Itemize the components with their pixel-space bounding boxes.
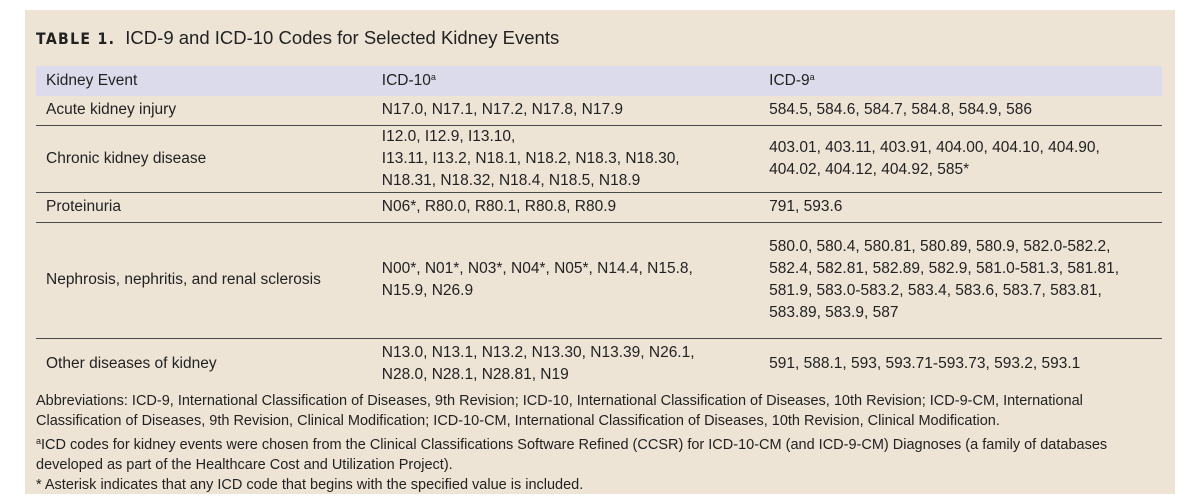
cell-line: N17.0, N17.1, N17.2, N17.8, N17.9: [381, 101, 624, 119]
table-cell: Chronic kidney disease: [36, 124, 372, 192]
table-cell: 791, 593.6: [759, 191, 1162, 222]
cell-line: Chronic kidney disease: [46, 149, 207, 167]
cell-line: 581.9, 583.0-583.2, 583.4, 583.6, 583.7,…: [769, 282, 1102, 299]
table-cell: N06*, R80.0, R80.1, R80.8, R80.9: [371, 191, 760, 222]
footnote-text: ICD codes for kidney events were chosen …: [36, 437, 1108, 473]
cell-line: 404.02, 404.12, 404.92, 585*: [769, 160, 970, 178]
header-cell: Kidney Event: [36, 66, 372, 96]
table-panel: TABLE 1. ICD-9 and ICD-10 Codes for Sele…: [25, 10, 1175, 494]
cell-line: N13.0, N13.1, N13.2, N13.30, N13.39, N26…: [381, 344, 695, 362]
cell-line: Acute kidney injury: [46, 101, 177, 119]
title-text: ICD-9 and ICD-10 Codes for Selected Kidn…: [125, 27, 560, 48]
table-cell: N17.0, N17.1, N17.2, N17.8, N17.9: [372, 96, 759, 125]
cell-line: 582.4, 582.81, 582.89, 582.9, 581.0-581.…: [769, 260, 1120, 277]
table-cell: Acute kidney injury: [36, 96, 372, 125]
cell-line: 583.89, 583.9, 587: [769, 304, 899, 321]
cell-line: I12.0, I12.9, I13.10,: [381, 127, 516, 145]
cell-line: N15.9, N26.9: [381, 282, 474, 299]
cell-line: Nephrosis, nephritis, and renal sclerosi…: [46, 271, 321, 288]
table-cell: Other diseases of kidney: [36, 337, 372, 390]
table-row: Chronic kidney disease I12.0, I12.9, I13.…: [36, 124, 1162, 192]
footnote-a: aICD codes for kidney events were chosen…: [36, 431, 1156, 475]
cell-line: Other diseases of kidney: [46, 355, 217, 373]
table-row: Proteinuria N06*, R80.0, R80.1, R80.8, R8…: [36, 191, 1162, 222]
table-cell: N00*, N01*, N03*, N04*, N05*, N14.4, N15…: [371, 221, 760, 338]
cell-line: N18.31, N18.32, N18.4, N18.5, N18.9: [381, 171, 641, 189]
cell-line: 403.01, 403.11, 403.91, 404.00, 404.10, …: [769, 138, 1100, 156]
cell-line: N00*, N01*, N03*, N04*, N05*, N14.4, N15…: [381, 260, 693, 277]
asterisk-note: * Asterisk indicates that any ICD code t…: [36, 477, 584, 493]
cell-line: 791, 593.6: [769, 198, 843, 215]
header-cell: ICD-9a: [759, 66, 1162, 96]
table-cell: N13.0, N13.1, N13.2, N13.30, N13.39, N26…: [371, 337, 760, 390]
table-cell: 403.01, 403.11, 403.91, 404.00, 404.10, …: [759, 124, 1162, 192]
cell-line: N06*, R80.0, R80.1, R80.8, R80.9: [381, 198, 617, 215]
header-text: ICD-10: [381, 72, 431, 89]
footnote-mark: a: [36, 436, 42, 446]
cell-line: 591, 588.1, 593, 593.71-593.73, 593.2, 5…: [769, 355, 1081, 373]
title-label: TABLE 1.: [36, 29, 116, 48]
header-cell: ICD-10a: [371, 66, 760, 96]
cell-line: 580.0, 580.4, 580.81, 580.89, 580.9, 582…: [769, 238, 1111, 255]
table-title: TABLE 1. ICD-9 and ICD-10 Codes for Sele…: [36, 27, 559, 49]
codes-table: Kidney Event ICD-10a ICD-9a Acute kidney in…: [36, 66, 1162, 390]
table-row: Other diseases of kidney N13.0, N13.1, N1…: [36, 337, 1162, 390]
footnote-mark: a: [430, 72, 436, 82]
table-row: Acute kidney injury N17.0, N17.1, N17.2, …: [36, 96, 1162, 125]
cell-line: Proteinuria: [46, 198, 121, 215]
table-cell: Nephrosis, nephritis, and renal sclerosi…: [36, 221, 372, 338]
header-text: ICD-9: [769, 72, 810, 89]
header-text: Kidney Event: [46, 72, 138, 89]
cell-line: 584.5, 584.6, 584.7, 584.8, 584.9, 586: [769, 101, 1033, 119]
table-row: Nephrosis, nephritis, and renal sclerosi…: [36, 221, 1162, 338]
footnotes: Abbreviations: ICD-9, International Clas…: [36, 391, 1156, 495]
table-cell: 591, 588.1, 593, 593.71-593.73, 593.2, 5…: [759, 337, 1162, 390]
table-cell: 584.5, 584.6, 584.7, 584.8, 584.9, 586: [759, 96, 1162, 125]
table-cell: Proteinuria: [36, 191, 372, 222]
header-row: Kidney Event ICD-10a ICD-9a: [36, 66, 1162, 96]
footnote-mark: a: [809, 72, 815, 82]
cell-line: I13.11, I13.2, N18.1, N18.2, N18.3, N18.…: [381, 149, 680, 167]
abbreviations-note: Abbreviations: ICD-9, International Clas…: [36, 393, 1083, 429]
table-cell: 580.0, 580.4, 580.81, 580.89, 580.9, 582…: [759, 221, 1162, 338]
cell-line: N28.0, N28.1, N28.81, N19: [381, 366, 569, 384]
table-cell: I12.0, I12.9, I13.10, I13.11, I13.2, N18.…: [371, 124, 760, 192]
